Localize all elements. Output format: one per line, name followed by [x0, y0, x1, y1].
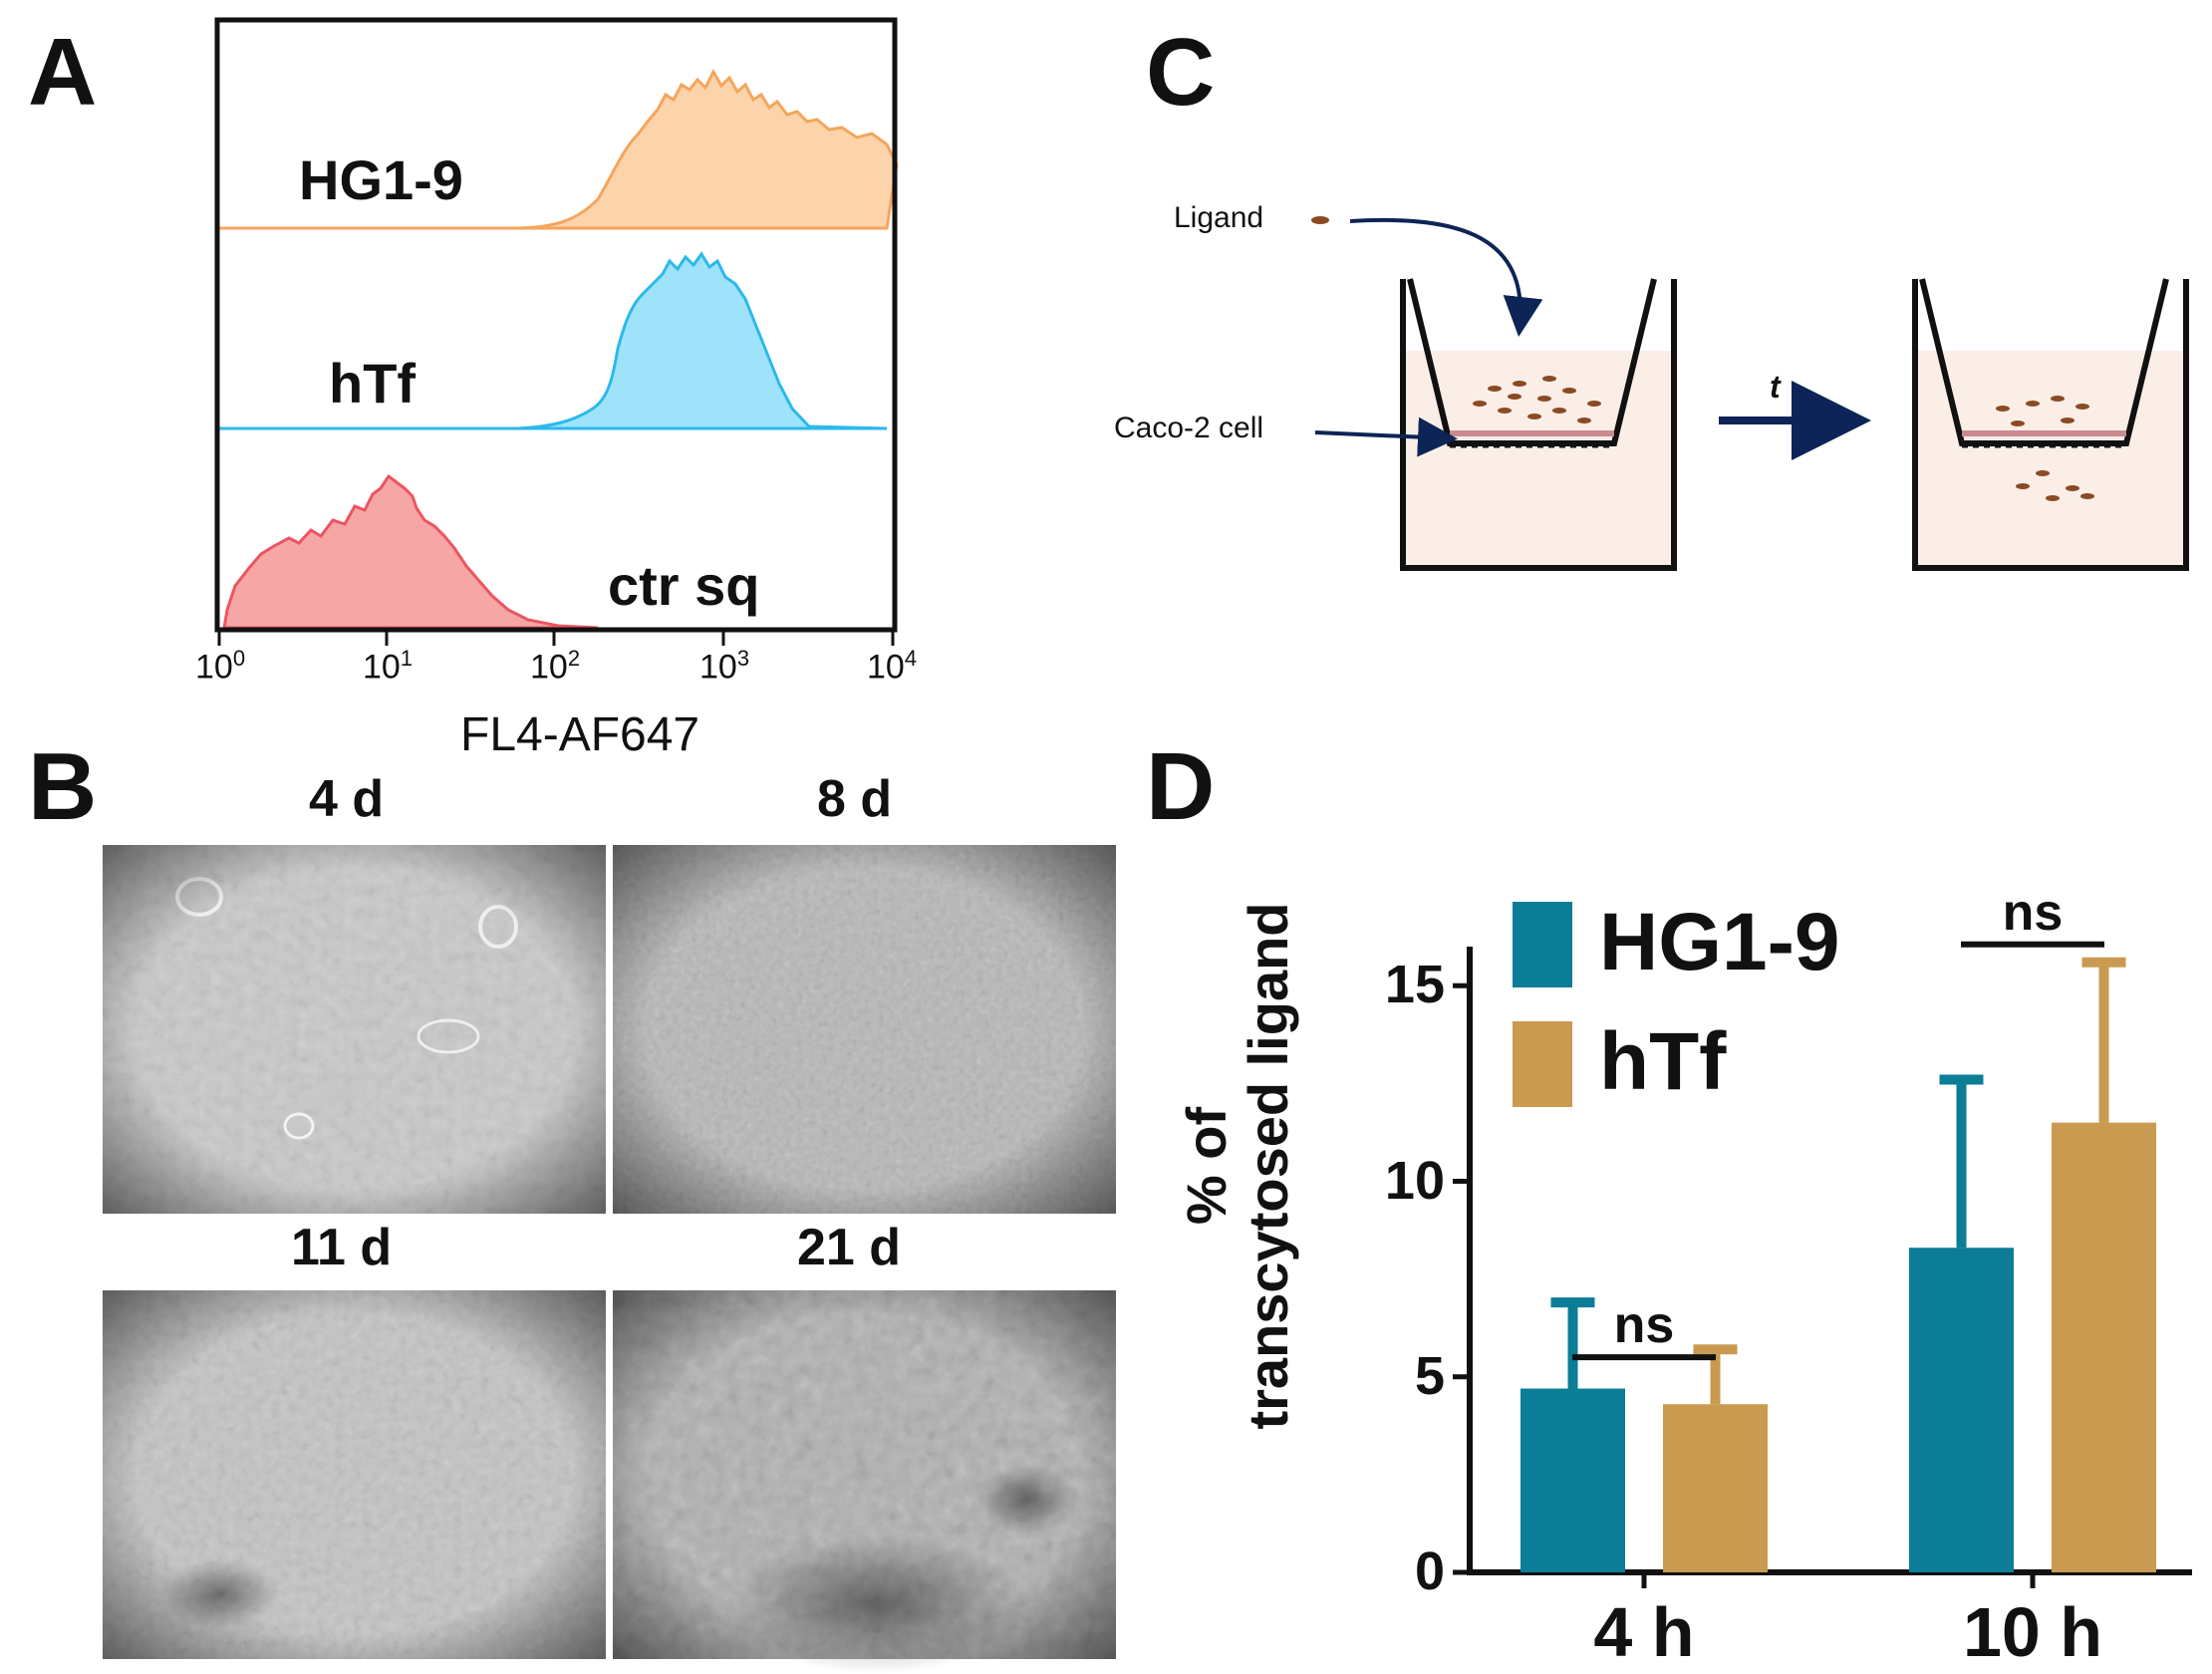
- y-tick-label-10: 10: [1384, 1150, 1445, 1211]
- y-axis-label-line2: transcytosed ligand: [1237, 902, 1299, 1430]
- panel-letter-b: B: [28, 733, 98, 840]
- x-tick-base-0: 10: [195, 648, 233, 687]
- ligand-arrow: [1349, 217, 1543, 337]
- y-axis-label: % of transcytosed ligand: [1175, 817, 1299, 1515]
- hist-hg1-9: [219, 68, 899, 230]
- time-label: t: [1770, 369, 1781, 405]
- x-tick-label-1: 10 h: [1962, 1593, 2103, 1671]
- bar-hg1-9-1: [1909, 1248, 2014, 1572]
- bar-htf-0: [1663, 1404, 1768, 1572]
- cell-arrow: [1314, 417, 1458, 457]
- y-tick-label-5: 5: [1414, 1345, 1445, 1406]
- x-tick-exp-4: 4: [904, 646, 918, 671]
- panel-letter-c: C: [1146, 19, 1216, 126]
- x-tick-exp-1: 1: [400, 646, 414, 671]
- ligand-icon: [1311, 216, 1329, 224]
- timepoint-label-8d: 8 d: [817, 770, 893, 828]
- legend-swatch-hg1-9: [1513, 902, 1572, 987]
- transwell-after: [1912, 278, 2189, 571]
- timepoint-label-11d: 11 d: [291, 1219, 393, 1276]
- x-tick-exp-2: 2: [567, 646, 581, 671]
- y-axis-label-line1: % of: [1175, 1106, 1238, 1226]
- panel-c-schematic: [1311, 216, 2189, 571]
- ligand-label: Ligand: [1174, 201, 1264, 234]
- panel-a-histograms: [214, 17, 899, 646]
- timepoint-label-4d: 4 d: [309, 770, 385, 828]
- x-axis-label: FL4-AF647: [460, 708, 700, 761]
- ligand-particles-after: [1996, 396, 2094, 501]
- significance-label-1: ns: [2002, 883, 2064, 942]
- x-tick-exp-0: 0: [232, 646, 246, 671]
- bar-htf-1: [2052, 1122, 2156, 1572]
- panel-letter-d: D: [1146, 733, 1216, 840]
- legend-label-htf: hTf: [1599, 1016, 1727, 1107]
- x-axis-ticks: [217, 630, 895, 646]
- x-tick-label-2: 102: [530, 646, 580, 687]
- hist-label-hg1-9: HG1-9: [299, 148, 463, 211]
- hist-ctr-sq: [222, 473, 599, 630]
- caco2-cell-label: Caco-2 cell: [1114, 412, 1264, 444]
- hist-label-ctr-sq: ctr sq: [608, 554, 760, 617]
- transwell-before: [1400, 278, 1677, 571]
- micrograph-21d: [613, 1290, 1116, 1674]
- timepoint-label-21d: 21 d: [797, 1219, 902, 1276]
- x-tick-base-1: 10: [363, 648, 401, 687]
- panel-d-chart: [1453, 902, 2192, 1588]
- panel-b-micrographs: [103, 845, 1116, 1674]
- y-tick-label-0: 0: [1414, 1541, 1445, 1601]
- x-tick-base-4: 10: [867, 648, 905, 687]
- hist-htf: [219, 251, 888, 430]
- legend-swatch-htf: [1513, 1021, 1572, 1107]
- bar-hg1-9-0: [1521, 1388, 1625, 1572]
- y-tick-label-15: 15: [1384, 955, 1445, 1015]
- hist-label-htf: hTf: [329, 352, 416, 415]
- x-tick-label-4: 104: [867, 646, 917, 687]
- x-tick-base-2: 10: [530, 648, 568, 687]
- micrograph-4d: [103, 845, 606, 1214]
- micrograph-11d: [103, 1290, 606, 1659]
- x-tick-label-0: 100: [195, 646, 245, 687]
- x-tick-base-3: 10: [699, 648, 737, 687]
- x-tick-label-3: 103: [699, 646, 749, 687]
- legend-label-hg1-9: HG1-9: [1599, 897, 1840, 987]
- ligand-particles-top: [1473, 376, 1601, 423]
- x-tick-exp-3: 3: [736, 646, 750, 671]
- panel-letter-a: A: [28, 19, 98, 126]
- significance-label-0: ns: [1613, 1296, 1675, 1355]
- x-tick-label-1: 101: [363, 646, 413, 687]
- histogram-frame: [214, 17, 898, 633]
- x-tick-label-0: 4 h: [1593, 1593, 1695, 1671]
- micrograph-8d: [613, 845, 1116, 1214]
